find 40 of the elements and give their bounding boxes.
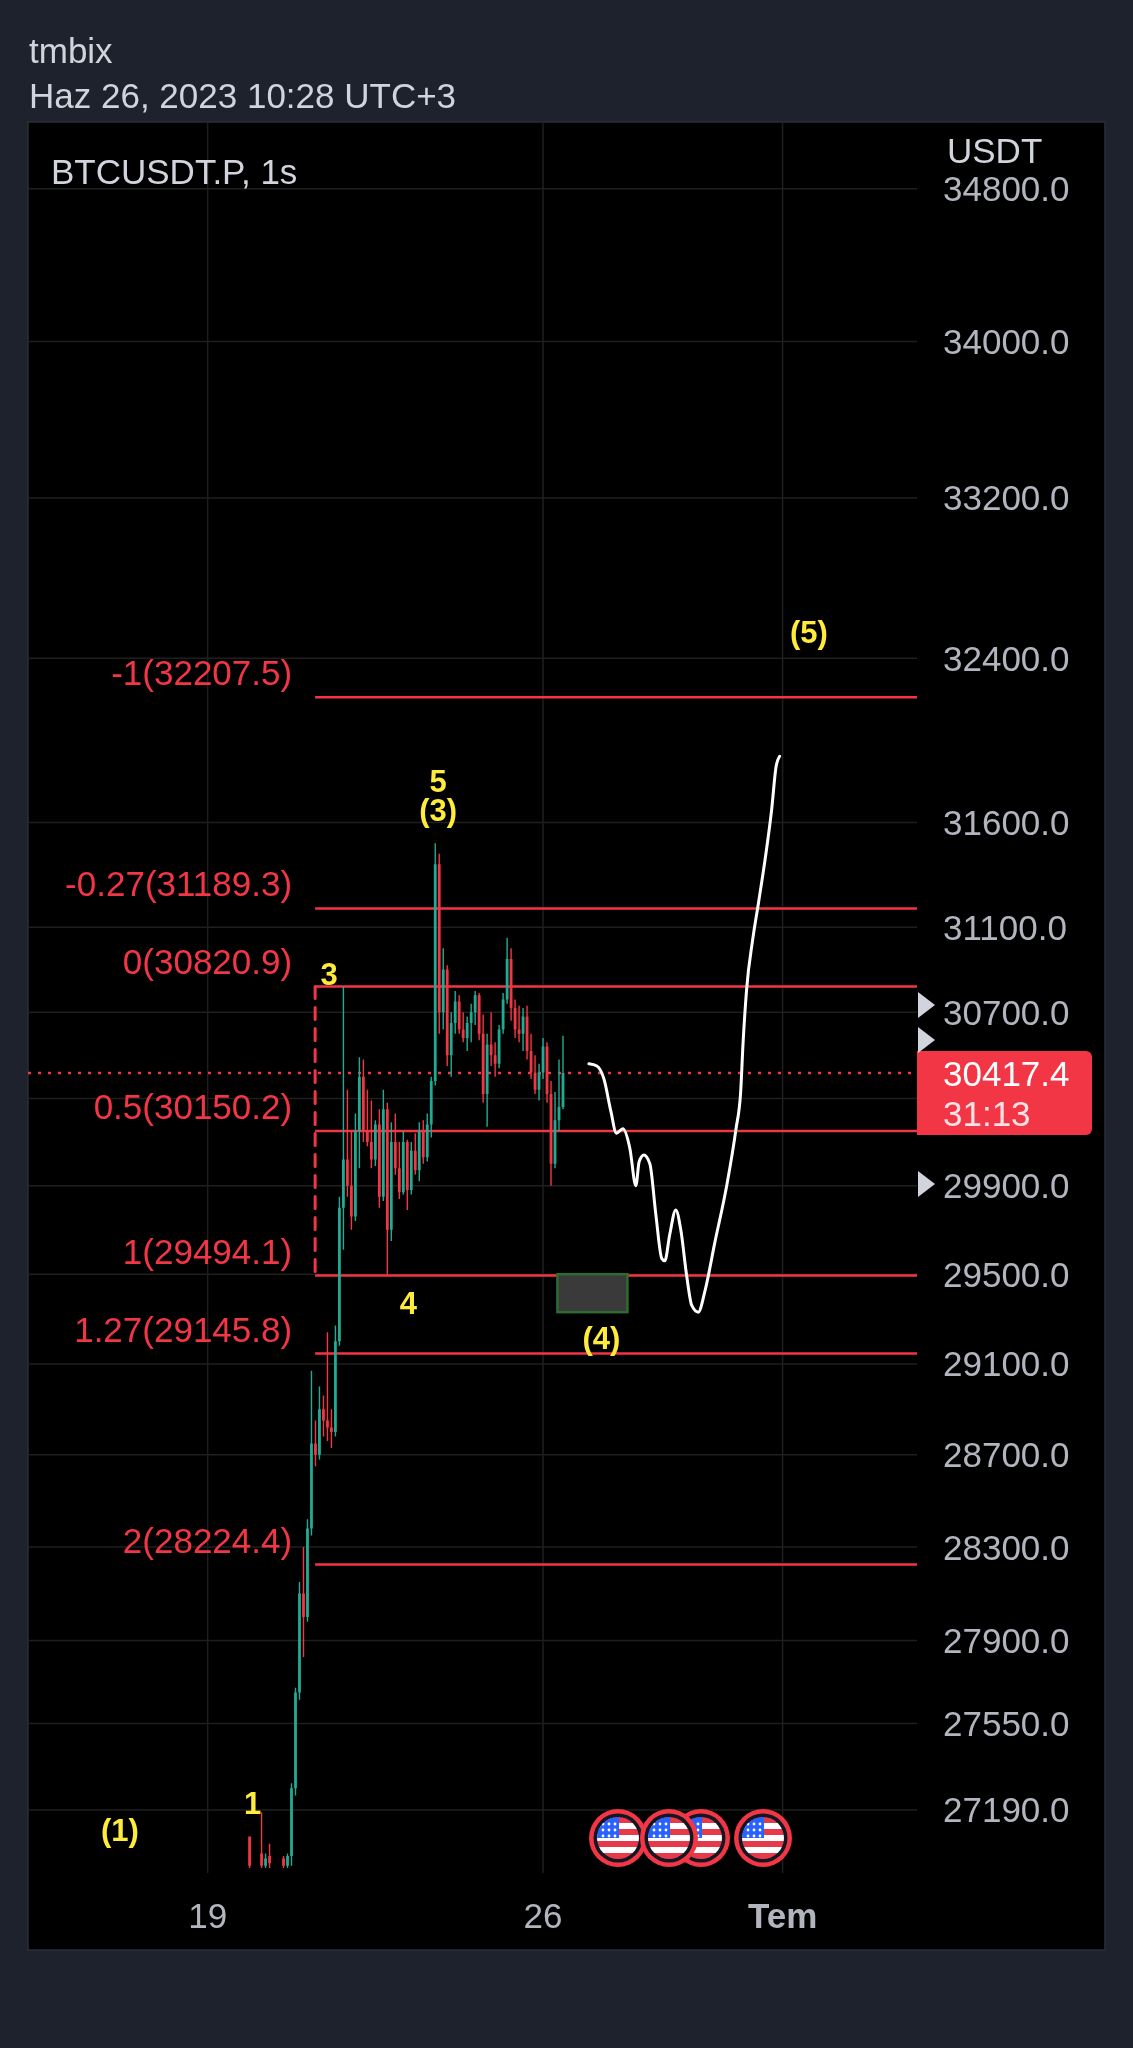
ref-line-label: 0(30820.9)	[122, 942, 293, 982]
y-tick-label: 31100.0	[943, 907, 1067, 947]
y-tick-label: 34800.0	[943, 169, 1070, 209]
ref-line-label: 0.5(30150.2)	[93, 1086, 293, 1126]
ref-line-label: 1.27(29145.8)	[74, 1309, 293, 1349]
y-tick-label: 29100.0	[943, 1344, 1070, 1384]
y-tick-label: 28700.0	[943, 1435, 1070, 1475]
annotation: 1	[243, 1786, 262, 1822]
y-tick-label: 27900.0	[943, 1621, 1070, 1661]
annotation: (5)	[790, 614, 828, 650]
y-tick-label: 29500.0	[943, 1254, 1070, 1294]
y-tick-label: 28300.0	[943, 1527, 1070, 1567]
annotation: (4)	[582, 1320, 621, 1356]
y-tick-label: 33200.0	[943, 478, 1070, 518]
ref-line-label: 30417.4	[943, 1053, 1070, 1093]
candlestick	[517, 1005, 521, 1043]
x-tick-label: 19	[188, 1895, 228, 1935]
y-tick-label: 30700.0	[943, 992, 1070, 1032]
ref-line-label: -0.27(31189.3)	[65, 864, 293, 904]
y-tick-label: 31600.0	[943, 802, 1070, 842]
candlestick	[557, 1059, 561, 1132]
y-tick-label: 27550.0	[943, 1703, 1070, 1743]
y-axis-title: USDT	[947, 130, 1043, 170]
x-tick-label: 26	[523, 1895, 563, 1935]
y-tick-label: 32400.0	[943, 638, 1070, 678]
y-tick-label: 27190.0	[943, 1790, 1070, 1830]
annotation: 3	[320, 956, 338, 992]
x-tick-label: Tem	[747, 1895, 818, 1935]
line-series	[587, 754, 782, 1314]
text: Haz 26, 2023 10:28 UTC+3	[29, 75, 457, 115]
text: tmbix	[29, 30, 114, 70]
text: 31:13	[943, 1093, 1031, 1133]
ref-line-label: 2(28224.4)	[122, 1520, 293, 1560]
y-tick-label: 29900.0	[943, 1166, 1070, 1206]
y-tick-label: 34000.0	[943, 322, 1070, 362]
annotation: (1)	[101, 1812, 139, 1848]
annotation: 4	[399, 1285, 418, 1321]
ref-line-label: 1(29494.1)	[122, 1231, 293, 1271]
text: BTCUSDT.P, 1s	[51, 151, 298, 191]
ref-line-label: -1(32207.5)	[111, 653, 293, 693]
